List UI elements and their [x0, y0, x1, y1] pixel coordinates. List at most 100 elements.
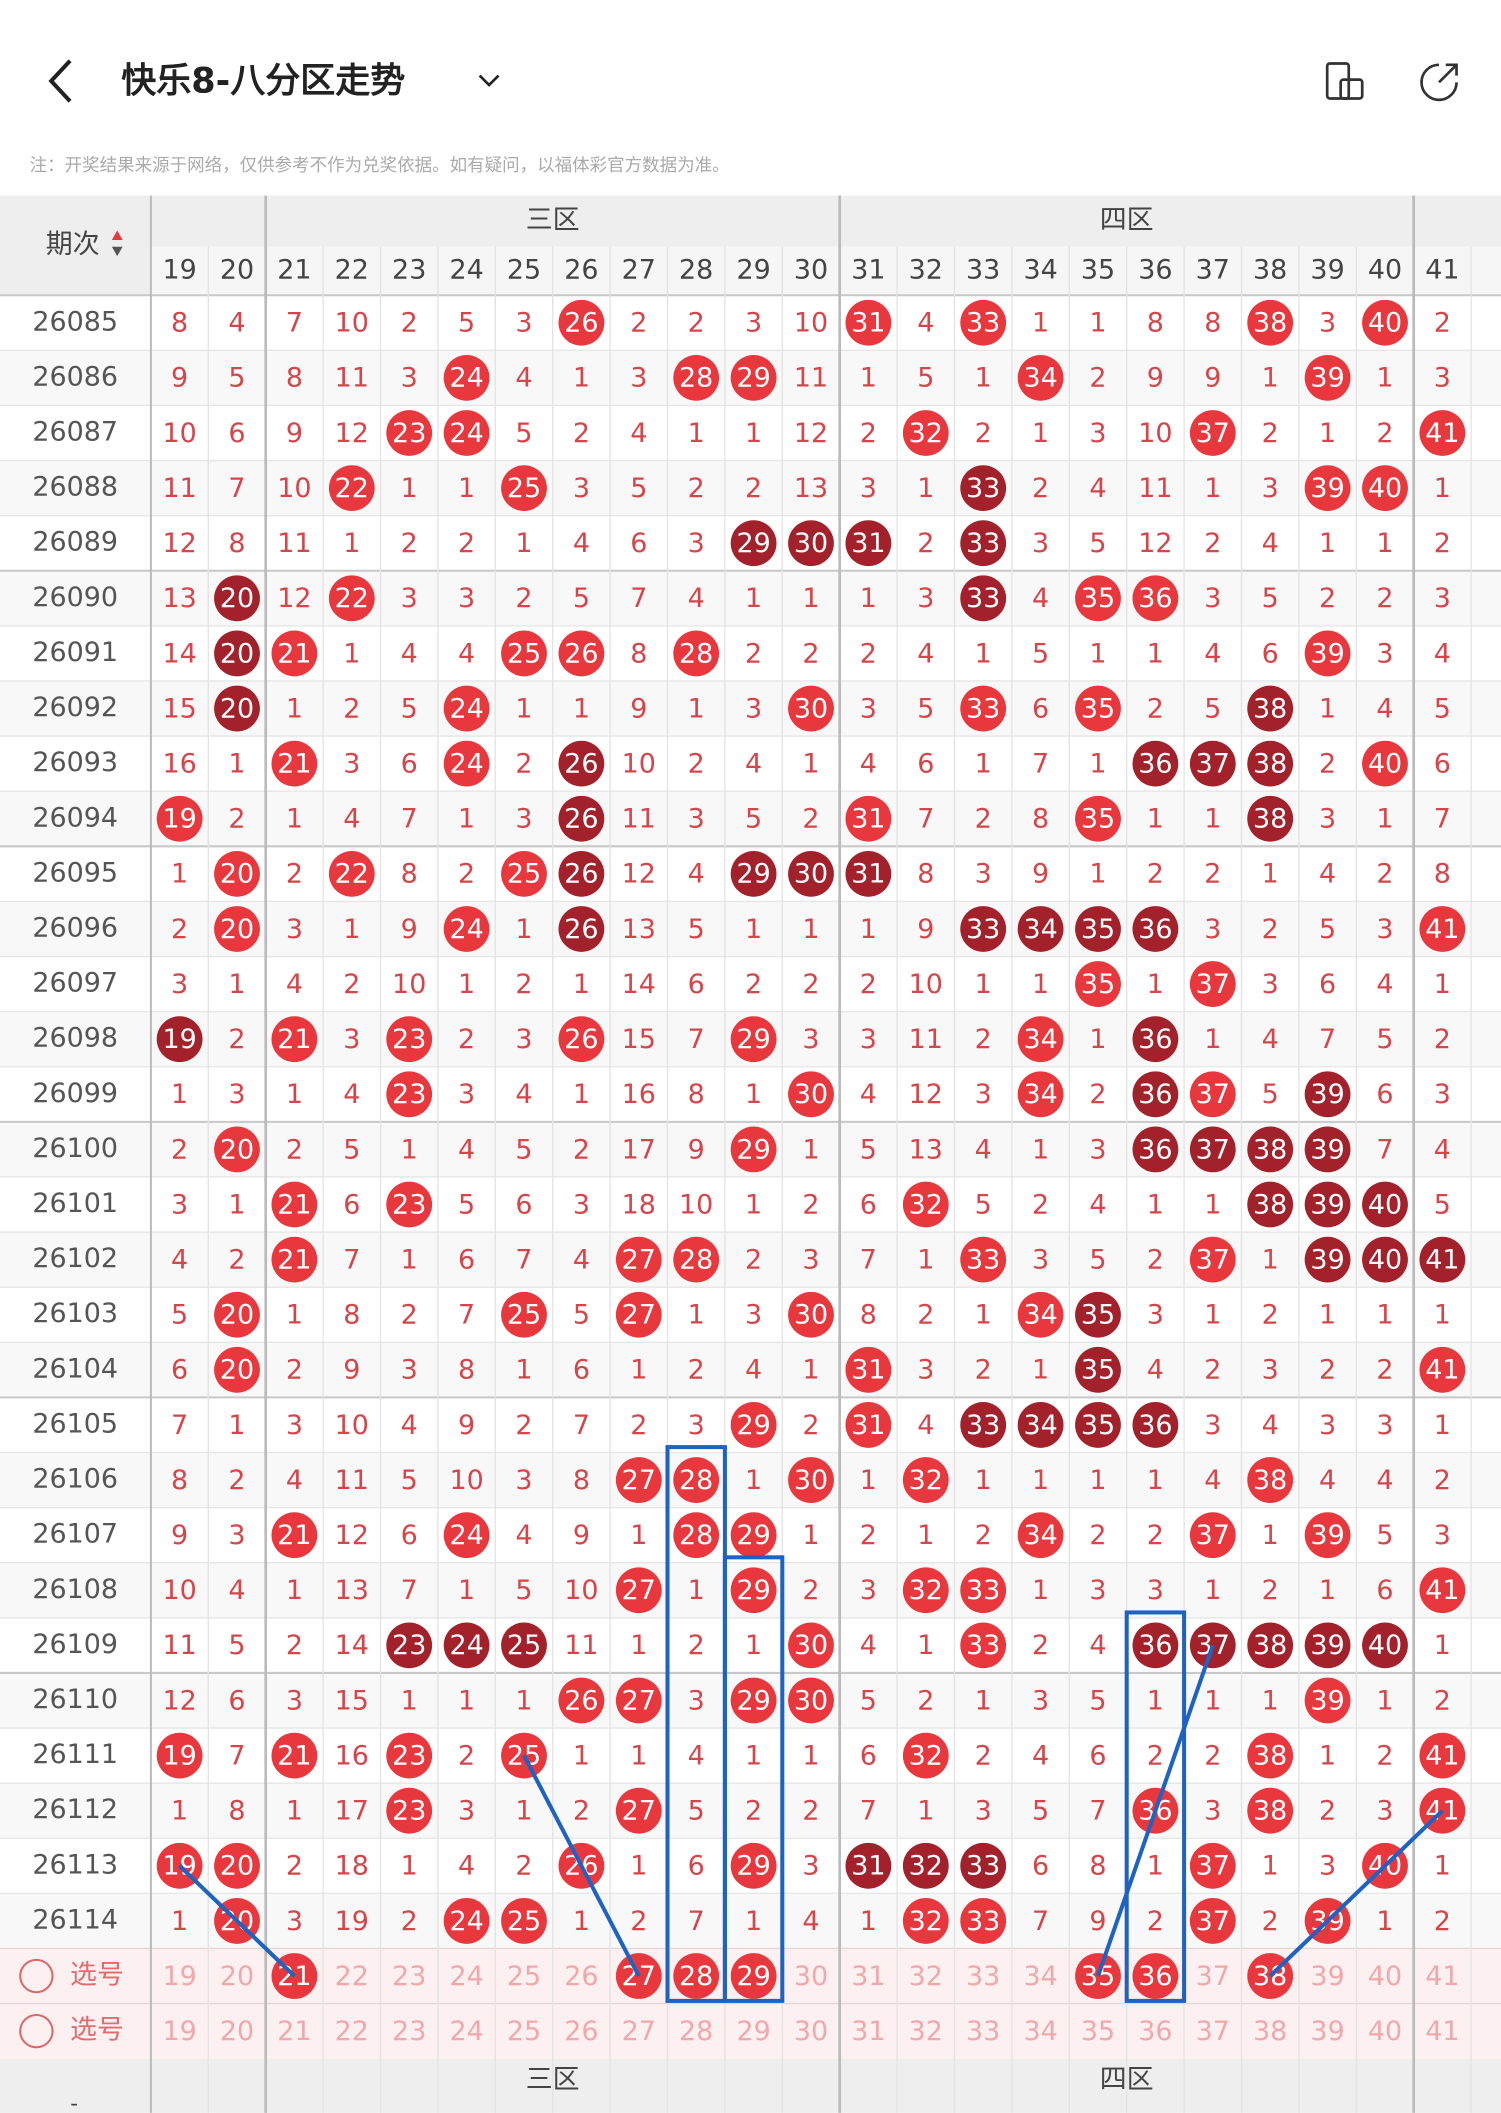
- select-number[interactable]: 26: [564, 2016, 598, 2047]
- cell-value: 1: [975, 1465, 992, 1496]
- selected-ball[interactable]: [1132, 1953, 1179, 1999]
- page-title[interactable]: 快乐8-八分区走势: [121, 60, 405, 101]
- select-number[interactable]: 35: [1081, 1961, 1115, 1992]
- column-number: 37: [1196, 254, 1230, 285]
- cell-value: 8: [1434, 859, 1451, 890]
- select-number[interactable]: 22: [335, 1961, 369, 1992]
- cell-value: 1: [975, 363, 992, 394]
- select-number[interactable]: 36: [1138, 2016, 1172, 2047]
- select-number[interactable]: 29: [736, 1961, 770, 1992]
- select-number[interactable]: 19: [162, 1961, 196, 1992]
- hit-ball: [902, 1842, 949, 1889]
- cell-value: 6: [1319, 969, 1336, 1000]
- title-dropdown[interactable]: [478, 74, 500, 87]
- cell-value: 34: [1023, 1300, 1057, 1331]
- cell-value: 3: [1032, 528, 1049, 559]
- select-number[interactable]: 25: [507, 1961, 541, 1992]
- select-number[interactable]: 25: [507, 2016, 541, 2047]
- select-number[interactable]: 37: [1196, 1961, 1230, 1992]
- select-number[interactable]: 36: [1138, 1961, 1172, 1992]
- cell-value: 35: [1081, 1300, 1115, 1331]
- select-number[interactable]: 31: [851, 2016, 885, 2047]
- select-number[interactable]: 29: [736, 2016, 770, 2047]
- cell-value: 1: [802, 748, 819, 779]
- hit-ball: [214, 575, 260, 622]
- select-number[interactable]: 20: [220, 1961, 254, 1992]
- cell-value: 30: [794, 859, 828, 890]
- cell-value: 3: [1262, 1355, 1279, 1386]
- cell-value: 6: [228, 1685, 245, 1716]
- hit-ball: [558, 906, 605, 952]
- select-number[interactable]: 41: [1425, 2016, 1459, 2047]
- period: 26108: [32, 1574, 118, 1605]
- period: 26099: [32, 1078, 118, 1109]
- select-number[interactable]: 35: [1081, 2016, 1115, 2047]
- select-number[interactable]: 23: [392, 1961, 426, 1992]
- select-row-bg: [0, 2003, 1501, 2059]
- cell-value: 29: [736, 1851, 770, 1882]
- cell-value: 41: [1425, 1575, 1459, 1606]
- sort-up[interactable]: [111, 230, 123, 240]
- cell-value: 31: [851, 308, 885, 339]
- cell-value: 7: [228, 1740, 245, 1771]
- select-number[interactable]: 30: [794, 2016, 828, 2047]
- selected-ball[interactable]: [730, 1953, 777, 1999]
- select-number[interactable]: 37: [1196, 2016, 1230, 2047]
- cell-value: 5: [917, 363, 934, 394]
- select-number[interactable]: 33: [966, 1961, 1000, 1992]
- cell-value: 1: [401, 1851, 418, 1882]
- select-number[interactable]: 38: [1253, 2016, 1287, 2047]
- select-number[interactable]: 26: [564, 1961, 598, 1992]
- select-number[interactable]: 27: [622, 1961, 656, 1992]
- hit-ball: [501, 1732, 547, 1779]
- select-number[interactable]: 34: [1023, 1961, 1057, 1992]
- select-number[interactable]: 30: [794, 1961, 828, 1992]
- column-number: 27: [622, 254, 656, 285]
- select-radio[interactable]: [19, 1958, 54, 1994]
- share-icon[interactable]: [1420, 63, 1458, 102]
- cell-value: 29: [736, 1134, 770, 1165]
- select-number[interactable]: 40: [1368, 2016, 1402, 2047]
- hit-ball: [1075, 685, 1121, 732]
- cell-value: 3: [228, 1520, 245, 1551]
- select-number[interactable]: 39: [1310, 1961, 1344, 1992]
- back-button[interactable]: [48, 59, 72, 103]
- hit-ball: [328, 850, 375, 897]
- select-number[interactable]: 39: [1310, 2016, 1344, 2047]
- cell-value: 4: [1376, 693, 1393, 724]
- hit-ball: [1017, 354, 1064, 401]
- select-number[interactable]: 21: [277, 2016, 311, 2047]
- cell-value: 1: [515, 693, 532, 724]
- select-number[interactable]: 23: [392, 2016, 426, 2047]
- cell-value: 2: [1262, 914, 1279, 945]
- cell-value: 1: [401, 1244, 418, 1275]
- sort-down[interactable]: [111, 246, 123, 257]
- selected-ball[interactable]: [673, 1953, 720, 1999]
- select-number[interactable]: 32: [909, 1961, 943, 1992]
- select-number[interactable]: 41: [1425, 1961, 1459, 1992]
- select-number[interactable]: 27: [622, 2016, 656, 2047]
- select-number[interactable]: 20: [220, 2016, 254, 2047]
- cell-value: 5: [917, 693, 934, 724]
- select-number[interactable]: 28: [679, 2016, 713, 2047]
- select-number[interactable]: 31: [851, 1961, 885, 1992]
- select-number[interactable]: 33: [966, 2016, 1000, 2047]
- cell-value: 10: [449, 1465, 483, 1496]
- select-number[interactable]: 32: [909, 2016, 943, 2047]
- select-label[interactable]: 选号: [70, 2015, 124, 2046]
- rotate-icon[interactable]: [1325, 62, 1364, 100]
- select-number[interactable]: 34: [1023, 2016, 1057, 2047]
- select-number[interactable]: 19: [162, 2016, 196, 2047]
- cell-value: 1: [573, 969, 590, 1000]
- cell-value: 3: [401, 363, 418, 394]
- select-number[interactable]: 28: [679, 1961, 713, 1992]
- select-radio[interactable]: [19, 2013, 54, 2049]
- cell-value: 37: [1196, 748, 1230, 779]
- select-number[interactable]: 22: [335, 2016, 369, 2047]
- select-number[interactable]: 40: [1368, 1961, 1402, 1992]
- select-label[interactable]: 选号: [70, 1960, 124, 1991]
- select-number[interactable]: 24: [449, 2016, 483, 2047]
- cell-value: 1: [458, 1575, 475, 1606]
- select-number[interactable]: 24: [449, 1961, 483, 1992]
- cell-value: 8: [171, 308, 188, 339]
